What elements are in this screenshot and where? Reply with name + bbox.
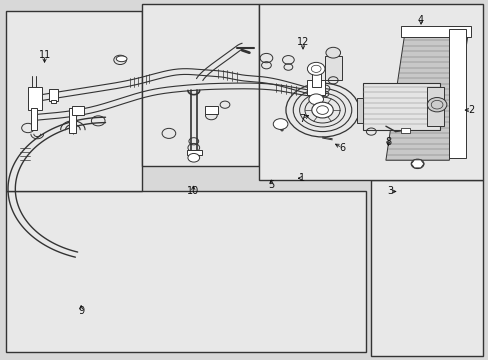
Polygon shape xyxy=(385,30,468,160)
Bar xyxy=(311,65,320,87)
Text: 5: 5 xyxy=(267,180,274,190)
Text: 3: 3 xyxy=(387,186,393,197)
Circle shape xyxy=(187,153,199,162)
Text: 7: 7 xyxy=(298,114,305,124)
Bar xyxy=(186,149,201,155)
Bar xyxy=(362,83,439,130)
Ellipse shape xyxy=(116,56,127,62)
Bar xyxy=(400,128,409,134)
Circle shape xyxy=(325,47,340,58)
Text: 9: 9 xyxy=(78,306,84,316)
Circle shape xyxy=(307,62,325,75)
Circle shape xyxy=(308,94,323,105)
Bar xyxy=(356,98,362,123)
Bar xyxy=(31,108,37,130)
Bar xyxy=(448,30,466,158)
Bar xyxy=(325,56,341,80)
Circle shape xyxy=(311,102,332,118)
Bar xyxy=(69,108,76,134)
Bar xyxy=(400,26,470,37)
Circle shape xyxy=(311,65,321,72)
Text: 6: 6 xyxy=(338,143,345,153)
Bar xyxy=(427,87,444,126)
Bar xyxy=(259,4,483,180)
Polygon shape xyxy=(410,160,423,168)
Bar xyxy=(5,191,366,352)
Bar xyxy=(370,180,483,356)
Text: 8: 8 xyxy=(385,137,390,147)
Circle shape xyxy=(410,159,423,168)
Circle shape xyxy=(427,98,446,112)
Text: 11: 11 xyxy=(39,50,51,60)
Bar xyxy=(72,107,83,116)
Bar xyxy=(49,89,58,101)
Bar xyxy=(27,87,42,110)
Bar xyxy=(142,4,259,166)
Text: 4: 4 xyxy=(417,15,423,26)
Bar xyxy=(51,100,56,103)
Text: 2: 2 xyxy=(467,105,473,115)
Bar xyxy=(5,12,142,191)
Text: 1: 1 xyxy=(298,173,305,183)
Text: 10: 10 xyxy=(187,186,199,197)
Circle shape xyxy=(273,119,287,130)
Text: 12: 12 xyxy=(296,37,308,47)
Bar xyxy=(306,80,325,95)
Bar xyxy=(205,107,217,114)
